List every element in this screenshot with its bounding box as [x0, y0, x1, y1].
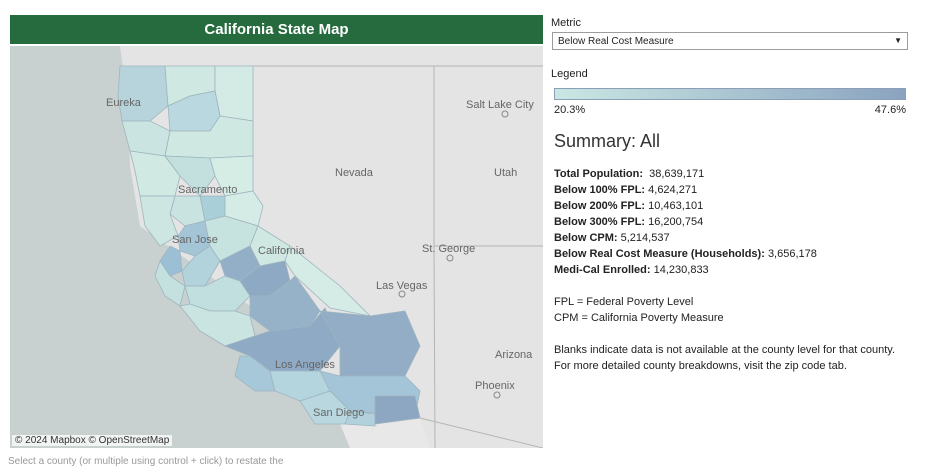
place-label: Nevada: [335, 167, 374, 179]
stat-label: Below CPM:: [554, 232, 618, 244]
city-marker: [398, 290, 406, 298]
stat-value: 4,624,271: [648, 184, 698, 196]
summary-title: Summary: All: [554, 131, 661, 151]
stat-row: Below CPM: 5,214,537: [554, 230, 817, 246]
legend-min: 20.3%: [554, 104, 586, 116]
stat-value: 10,463,101: [648, 200, 704, 212]
california-map[interactable]: Eureka Salt Lake City Sacramento Nevada …: [10, 46, 543, 448]
stat-value: 16,200,754: [648, 216, 704, 228]
city-marker: [501, 110, 509, 118]
blanks-note: Blanks indicate data is not available at…: [554, 344, 895, 372]
stat-value: 14,230,833: [653, 264, 709, 276]
place-label: Utah: [494, 167, 517, 179]
stat-row: Below 200% FPL: 10,463,101: [554, 198, 817, 214]
stat-row: Below 100% FPL: 4,624,271: [554, 182, 817, 198]
stat-label: Below 300% FPL:: [554, 216, 646, 228]
stat-label: Below 200% FPL:: [554, 200, 646, 212]
map-attribution[interactable]: © 2024 Mapbox © OpenStreetMap: [12, 435, 173, 446]
place-label: Salt Lake City: [466, 99, 534, 111]
metric-label: Metric: [551, 17, 581, 29]
place-label: San Diego: [313, 407, 364, 419]
abbreviation-notes: FPL = Federal Poverty Level CPM = Califo…: [554, 294, 724, 326]
stat-row: Below Real Cost Measure (Households): 3,…: [554, 246, 817, 262]
map-title: California State Map: [10, 15, 543, 44]
place-label: Las Vegas: [376, 280, 428, 292]
metric-value: Below Real Cost Measure: [558, 35, 674, 47]
city-marker: [446, 254, 454, 262]
stat-label: Medi-Cal Enrolled:: [554, 264, 651, 276]
metric-dropdown[interactable]: Below Real Cost Measure ▼: [552, 32, 908, 50]
place-label: Los Angeles: [275, 359, 335, 371]
stat-value: 38,639,171: [649, 168, 705, 180]
footer-instruction: Select a county (or multiple using contr…: [8, 456, 284, 467]
place-label: Eureka: [106, 97, 142, 109]
chevron-down-icon[interactable]: ▼: [894, 36, 902, 45]
city-marker: [493, 391, 501, 399]
legend-color-ramp: [554, 88, 906, 100]
place-label: Arizona: [495, 349, 533, 361]
place-label: San Jose: [172, 234, 218, 246]
summary-stats: Total Population: 38,639,171 Below 100% …: [554, 166, 817, 278]
stat-label: Total Population:: [554, 168, 644, 180]
place-label: Phoenix: [475, 380, 515, 392]
stat-value: 3,656,178: [767, 248, 817, 260]
legend-max: 47.6%: [874, 104, 906, 116]
stat-row: Medi-Cal Enrolled: 14,230,833: [554, 262, 817, 278]
place-label: St. George: [422, 243, 475, 255]
stat-row: Total Population: 38,639,171: [554, 166, 817, 182]
note-cpm: CPM = California Poverty Measure: [554, 312, 724, 324]
stat-value: 5,214,537: [620, 232, 670, 244]
place-label: California: [258, 245, 305, 257]
stat-label: Below Real Cost Measure (Households):: [554, 248, 765, 260]
note-fpl: FPL = Federal Poverty Level: [554, 296, 694, 308]
stat-row: Below 300% FPL: 16,200,754: [554, 214, 817, 230]
stat-label: Below 100% FPL:: [554, 184, 646, 196]
place-label: Sacramento: [178, 184, 237, 196]
legend-label: Legend: [551, 68, 588, 80]
